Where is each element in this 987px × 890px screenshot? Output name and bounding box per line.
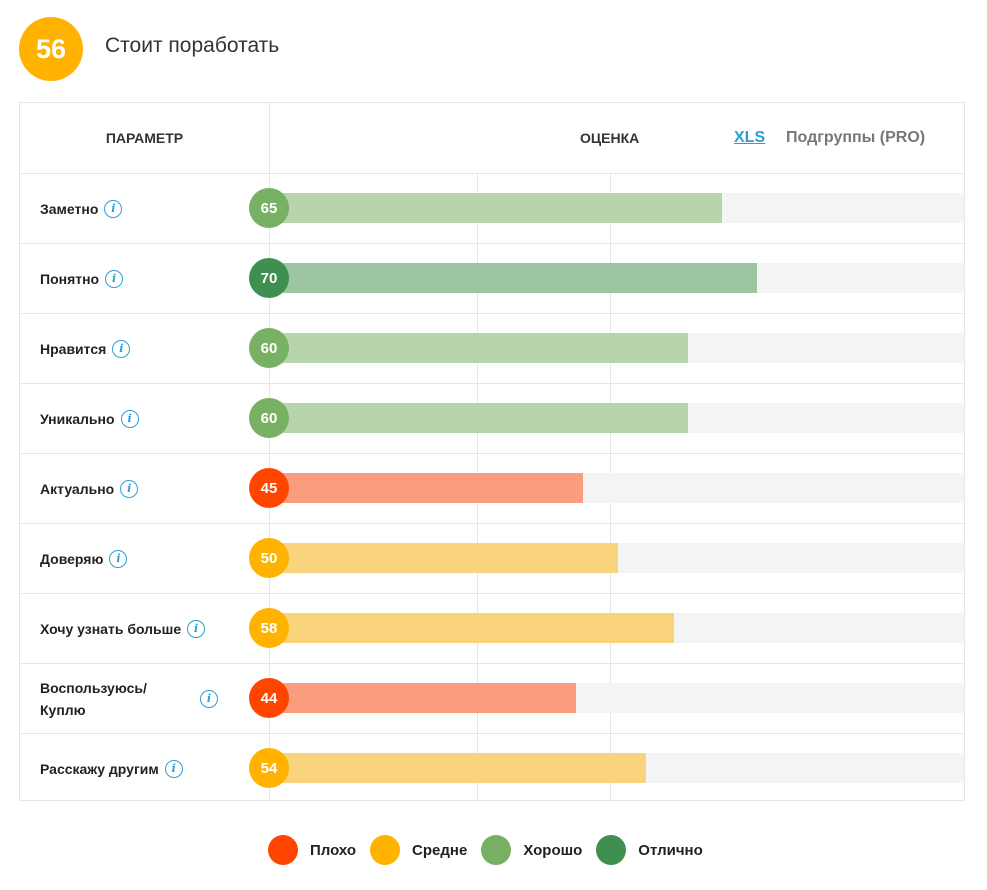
param-label: Нравится i <box>40 314 260 383</box>
info-icon[interactable]: i <box>104 199 123 218</box>
score-column-header: ОЦЕНКА <box>580 130 640 146</box>
legend-label: Отлично <box>638 841 703 859</box>
table-row: Понятно i 70 <box>20 243 964 313</box>
info-icon[interactable]: i <box>187 619 206 638</box>
param-label: Уникально i <box>40 384 260 453</box>
score-value-badge: 58 <box>249 608 289 648</box>
score-bar <box>270 613 674 643</box>
param-label: Воспользуюсь/ Куплю i <box>40 664 260 733</box>
score-track <box>270 403 964 433</box>
score-value-badge: 54 <box>249 748 289 788</box>
legend-item-excellent: Отлично <box>596 835 703 865</box>
legend-dot <box>481 835 512 865</box>
legend-dot <box>596 835 627 865</box>
param-label-text: Хочу узнать больше <box>40 620 182 637</box>
legend-item-bad: Плохо <box>268 835 356 865</box>
table-row: Заметно i 65 <box>20 173 964 243</box>
legend-item-medium: Средне <box>370 835 467 865</box>
score-track <box>270 683 964 713</box>
legend-label: Средне <box>412 841 468 859</box>
info-icon[interactable]: i <box>164 759 183 778</box>
info-icon[interactable]: i <box>120 409 139 428</box>
score-value-badge: 44 <box>249 678 289 718</box>
score-bar <box>270 543 618 573</box>
table-row: Расскажу другим i 54 <box>20 733 964 803</box>
legend-dot <box>370 835 401 865</box>
score-bar <box>270 753 646 783</box>
score-value-badge: 65 <box>249 188 289 228</box>
param-label: Заметно i <box>40 174 260 243</box>
param-label-text: Доверяю <box>40 550 104 567</box>
param-label: Хочу узнать больше i <box>40 594 260 663</box>
param-label: Расскажу другим i <box>40 734 260 803</box>
legend-dot <box>268 835 298 865</box>
score-track <box>270 263 964 293</box>
info-icon[interactable]: i <box>200 689 218 708</box>
table-row: Уникально i 60 <box>20 383 964 453</box>
table-row: Доверяю i 50 <box>20 523 964 593</box>
info-icon[interactable]: i <box>120 479 139 498</box>
table-row: Актуально i 45 <box>20 453 964 523</box>
legend-label: Хорошо <box>523 841 583 859</box>
param-label-text: Нравится <box>40 340 107 357</box>
score-bar <box>270 403 688 433</box>
param-label-text: Актуально <box>40 480 115 497</box>
score-value-badge: 45 <box>249 468 289 508</box>
score-track <box>270 473 964 503</box>
param-label: Доверяю i <box>40 524 260 593</box>
score-bar <box>270 263 758 293</box>
results-table: ПАРАМЕТР ОЦЕНКА XLS Подгруппы (PRO) Заме… <box>19 102 965 801</box>
column-divider <box>269 103 270 800</box>
param-label-text: Заметно <box>40 200 99 217</box>
score-value-badge: 70 <box>249 258 289 298</box>
legend-label: Плохо <box>310 841 357 859</box>
param-label-text: Расскажу другим <box>40 760 159 777</box>
info-icon[interactable]: i <box>109 549 128 568</box>
score-bar <box>270 193 723 223</box>
xls-export-link[interactable]: XLS <box>734 129 766 146</box>
param-label-text: Воспользуюсь/ Куплю <box>40 679 147 718</box>
table-row: Нравится i 60 <box>20 313 964 383</box>
legend: Плохо Средне Хорошо Отлично <box>268 835 717 865</box>
overall-verdict: Стоит поработать <box>105 34 280 57</box>
param-label-text: Понятно <box>40 270 100 287</box>
score-value-badge: 60 <box>249 398 289 438</box>
overall-score-badge: 56 <box>19 17 83 81</box>
info-icon[interactable]: i <box>112 339 131 358</box>
param-column-header: ПАРАМЕТР <box>105 130 184 146</box>
table-row: Воспользуюсь/ Куплю i 44 <box>20 663 964 733</box>
score-track <box>270 333 964 363</box>
info-icon[interactable]: i <box>105 269 124 288</box>
score-value-badge: 50 <box>249 538 289 578</box>
score-track <box>270 613 964 643</box>
score-track <box>270 193 964 223</box>
score-track <box>270 753 964 783</box>
table-row: Хочу узнать больше i 58 <box>20 593 964 663</box>
param-label: Понятно i <box>40 244 260 313</box>
score-bar <box>270 683 577 713</box>
score-track <box>270 543 964 573</box>
legend-item-good: Хорошо <box>481 835 582 865</box>
score-bar <box>270 473 584 503</box>
score-value-badge: 60 <box>249 328 289 368</box>
subgroups-pro-button[interactable]: Подгруппы (PRO) <box>786 129 926 146</box>
param-label-text: Уникально <box>40 410 115 427</box>
score-bar <box>270 333 688 363</box>
param-label: Актуально i <box>40 454 260 523</box>
